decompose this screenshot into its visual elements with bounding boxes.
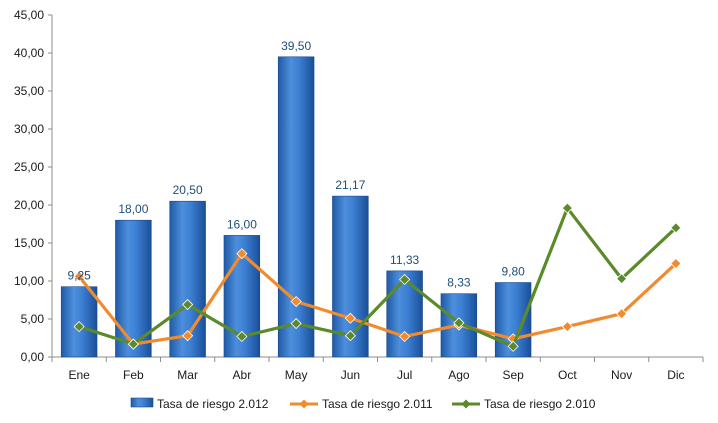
y-tick-label: 35,00 — [14, 84, 44, 98]
series-marker-2 — [399, 273, 411, 286]
x-tick-label: Mar — [177, 368, 198, 382]
series-marker-2 — [507, 340, 519, 352]
bar-data-label: 21,17 — [335, 178, 365, 192]
x-tick-label: Dic — [667, 368, 684, 382]
y-tick-label: 25,00 — [14, 160, 44, 174]
x-tick-label: Ago — [448, 368, 470, 382]
bar-data-label: 18,00 — [118, 202, 148, 216]
legend-label: Tasa de riesgo 2.012 — [157, 397, 269, 411]
bar-data-label: 39,50 — [281, 39, 311, 53]
series-marker-2 — [127, 338, 139, 350]
bar-data-label: 20,50 — [173, 183, 203, 197]
x-tick-label: Ene — [68, 368, 90, 382]
bar-data-label: 8,33 — [447, 276, 471, 290]
series-marker-1 — [616, 308, 628, 320]
x-tick-label: May — [285, 368, 308, 382]
series-marker-2 — [453, 317, 465, 329]
series-marker-2 — [616, 273, 628, 285]
x-tick-label: Nov — [611, 368, 632, 382]
legend-label: Tasa de riesgo 2.010 — [484, 397, 596, 411]
x-tick-label: Feb — [123, 368, 144, 382]
series-marker-1 — [236, 248, 248, 260]
legend-swatch-marker — [461, 399, 471, 409]
bar-data-label: 9,25 — [67, 269, 91, 283]
x-tick-label: Abr — [233, 368, 252, 382]
series-marker-2 — [290, 317, 302, 330]
bar-data-label: 16,00 — [227, 217, 257, 231]
bar-data-label: 11,33 — [390, 253, 419, 267]
legend-label: Tasa de riesgo 2.011 — [322, 397, 433, 411]
x-tick-label: Jun — [341, 368, 360, 382]
bar-data-label: 9,80 — [501, 265, 525, 279]
series-marker-1 — [670, 257, 682, 270]
series-marker-2 — [561, 202, 573, 214]
bar — [277, 56, 315, 358]
series-marker-2 — [670, 222, 682, 234]
line-series — [73, 202, 682, 352]
series-marker-1 — [182, 330, 194, 342]
y-tick-label: 40,00 — [14, 46, 44, 60]
legend-swatch-bar — [130, 397, 154, 408]
series-line-2 — [78, 206, 677, 348]
legend-swatch-marker — [299, 399, 309, 409]
y-tick-label: 45,00 — [14, 8, 44, 22]
y-tick-label: 10,00 — [14, 274, 44, 288]
series-marker-1 — [399, 330, 411, 343]
data-labels: 9,25 18,00 20,50 16,00 39,50 21,17 11,33 8,33 9,… — [67, 39, 525, 290]
series-marker-1 — [73, 270, 85, 283]
x-tick-label: Oct — [558, 368, 577, 382]
x-tick-label: Sep — [502, 368, 524, 382]
series-marker-1 — [561, 321, 573, 333]
axes: 0,00 5,00 10,00 15,00 20,00 25,00 30,00 35,00 40… — [14, 8, 704, 382]
series-marker-2 — [344, 330, 356, 342]
series-marker-1 — [344, 312, 356, 324]
bar-series — [60, 56, 532, 358]
series-marker-2 — [73, 321, 85, 333]
y-tick-label: 5,00 — [21, 312, 45, 326]
y-tick-label: 15,00 — [14, 236, 44, 250]
legend: Tasa de riesgo 2.012 Tasa de riesgo 2.011… — [130, 397, 596, 411]
series-marker-2 — [236, 330, 248, 343]
x-tick-label: Jul — [397, 368, 412, 382]
y-tick-label: 0,00 — [21, 350, 45, 364]
series-marker-2 — [182, 298, 194, 311]
bar — [386, 270, 423, 358]
y-tick-label: 20,00 — [14, 198, 44, 212]
series-marker-1 — [290, 295, 302, 308]
y-tick-label: 30,00 — [14, 122, 44, 136]
series-line-1 — [77, 252, 677, 346]
